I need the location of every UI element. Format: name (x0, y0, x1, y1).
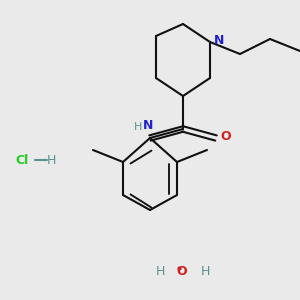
Text: H: H (46, 154, 56, 167)
Text: N: N (214, 34, 224, 47)
Text: N: N (143, 119, 154, 132)
Text: H: H (134, 122, 142, 132)
Text: O: O (176, 265, 187, 278)
Text: Cl: Cl (16, 154, 29, 167)
Text: H: H (201, 265, 210, 278)
Text: O: O (220, 130, 231, 143)
Text: H: H (156, 265, 165, 278)
